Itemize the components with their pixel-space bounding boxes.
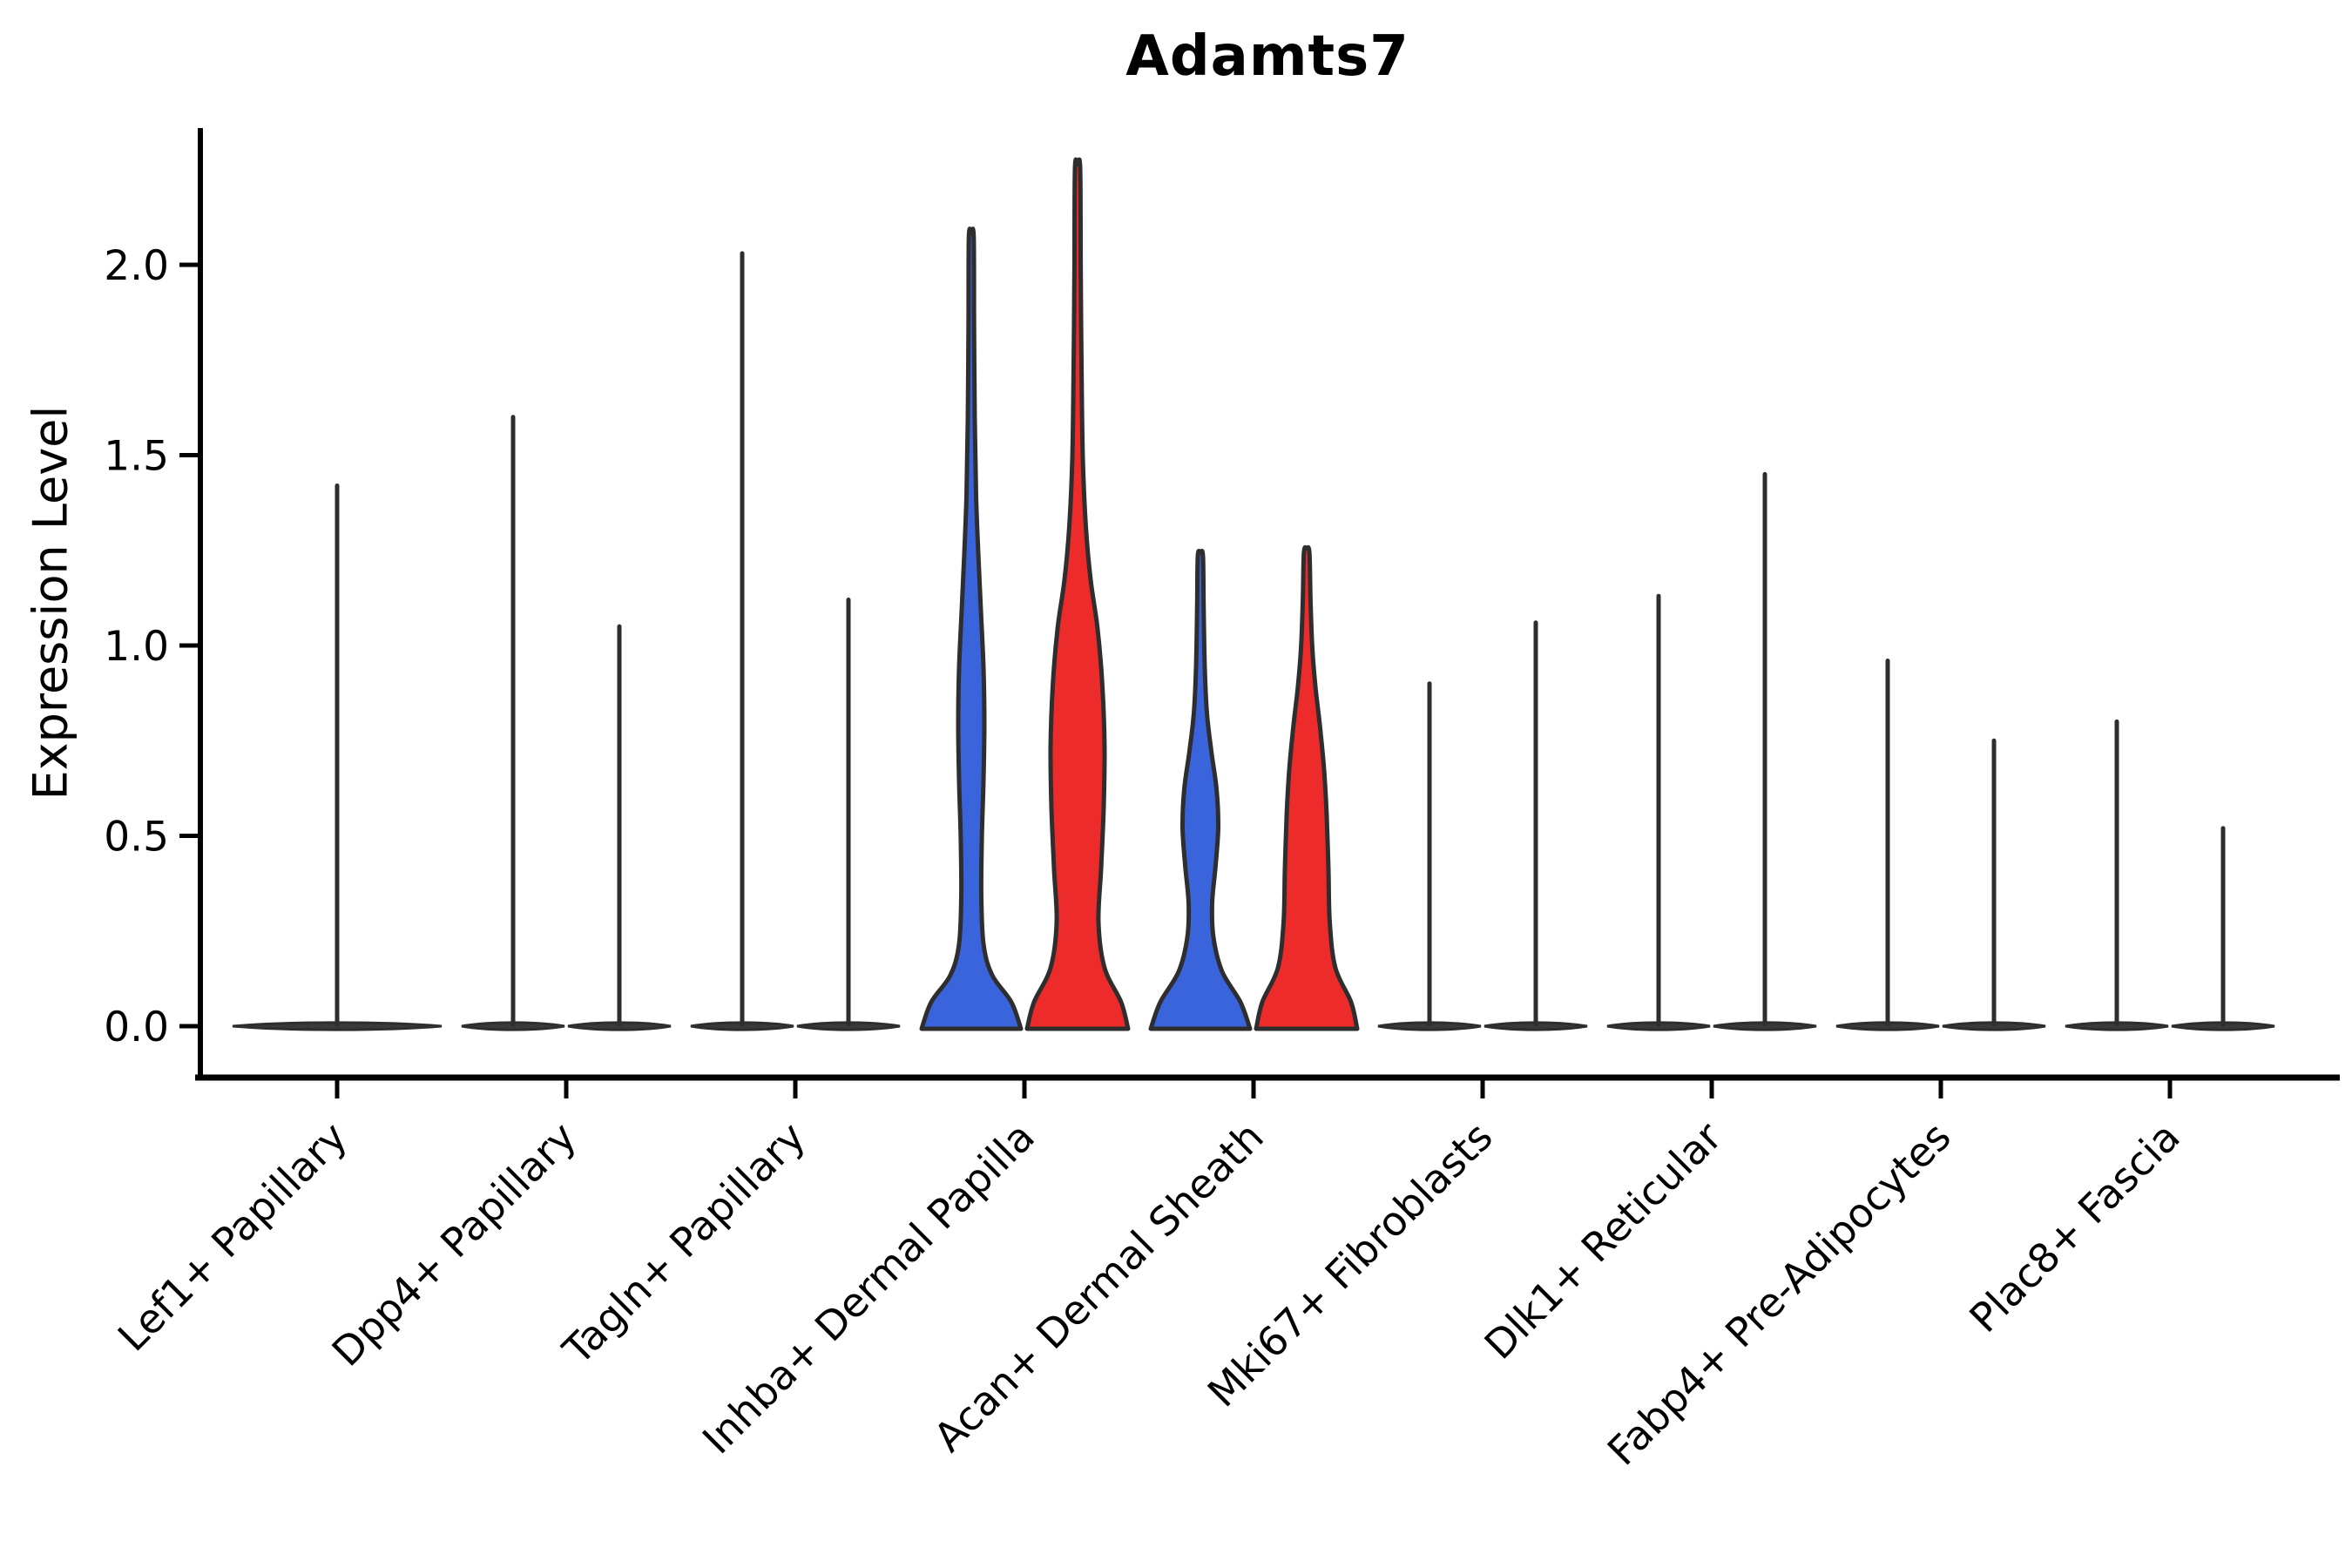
violin-body-split_blue — [919, 226, 1024, 1031]
x-tick-label: Tagln+ Papillary — [553, 1113, 814, 1375]
x-tick-label: Lef1+ Papillary — [109, 1113, 356, 1361]
x-tick-label: Plac8+ Fascia — [1960, 1113, 2188, 1342]
violin-body-split_red — [1024, 157, 1131, 1031]
y-tick-label: 0.0 — [104, 1004, 169, 1051]
chart-title: Adamts7 — [1125, 24, 1409, 89]
violin-body-split_red — [1254, 544, 1360, 1031]
y-tick-label: 1.5 — [104, 433, 169, 481]
x-tick-label: Dpp4+ Papillary — [323, 1113, 585, 1375]
violin-body-split_blue — [1148, 548, 1253, 1031]
y-tick-label: 2.0 — [104, 242, 169, 290]
y-tick-label: 1.0 — [104, 623, 169, 671]
y-tick-label: 0.5 — [104, 814, 169, 862]
x-tick-label: Dlk1+ Reticular — [1476, 1113, 1731, 1369]
